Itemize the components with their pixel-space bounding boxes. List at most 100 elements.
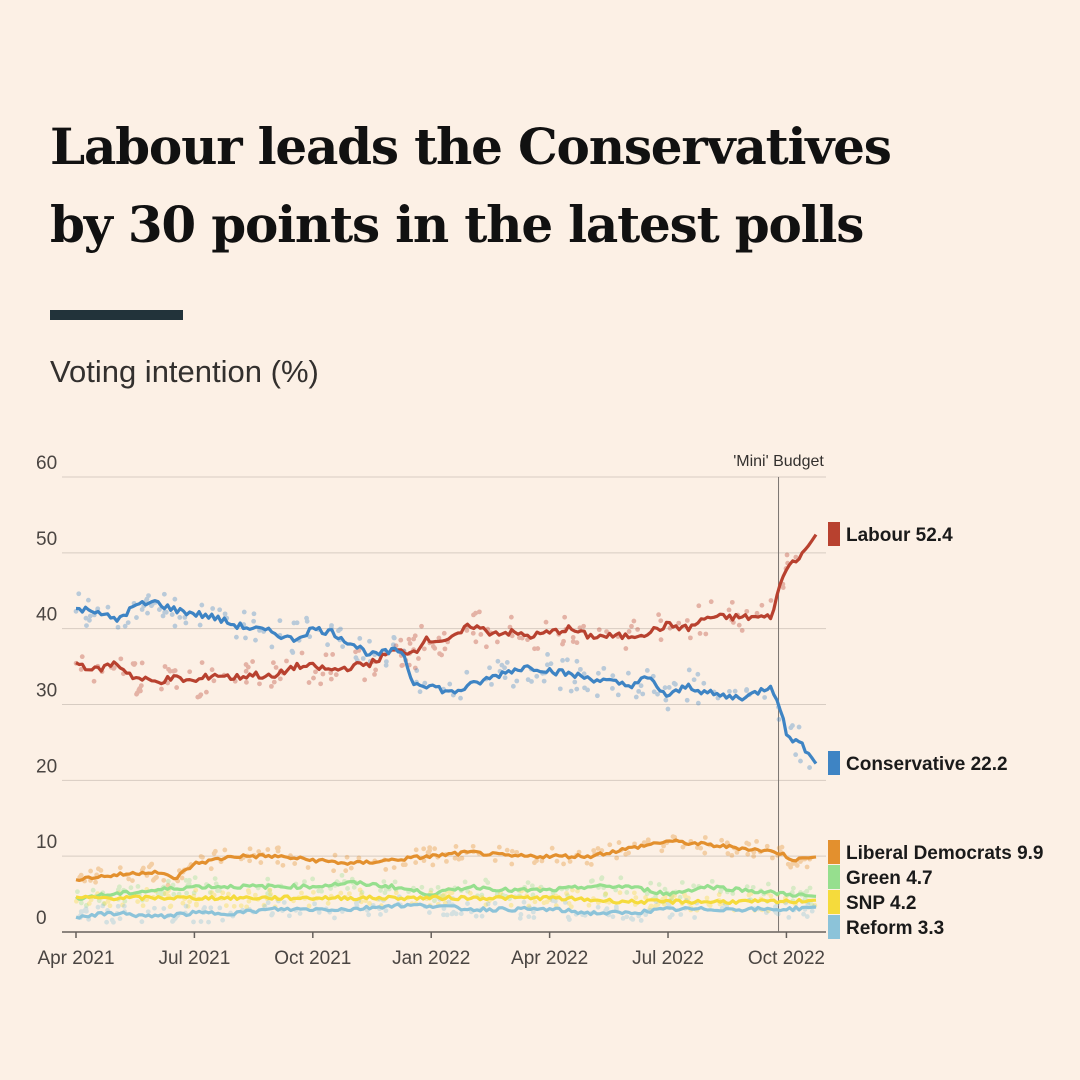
poll-dot [325,642,330,648]
poll-dot [672,681,678,687]
poll-dot [306,903,312,909]
headline-line-1: Labour leads the Conservatives [50,117,892,176]
poll-dot [759,602,765,608]
poll-dot [421,846,427,852]
poll-dot [378,912,383,917]
poll-dot [529,679,534,684]
legend-label-liberal-democrats: Liberal Democrats 9.9 [846,843,1043,864]
poll-dot [509,633,515,639]
poll-dot [172,668,178,673]
poll-dot [162,891,168,897]
poll-dot [407,641,413,646]
poll-dot [184,890,189,896]
poll-dot [191,919,196,925]
poll-dot [744,840,750,846]
poll-dot [348,865,354,871]
poll-dot [183,620,189,626]
poll-dot [441,630,447,636]
poll-dot [476,609,482,615]
poll-dot [252,892,258,898]
poll-dot [793,554,799,560]
poll-dot [495,658,501,664]
poll-dot [577,666,583,672]
poll-dot [223,903,229,909]
legend-swatch-conservative [828,751,840,775]
poll-dot [518,912,524,917]
poll-dot [607,842,613,848]
poll-dot [163,890,169,896]
poll-dot [165,882,171,888]
poll-dot [180,900,186,906]
poll-dot [430,644,436,649]
poll-dot [217,905,223,911]
poll-dot [514,678,520,684]
poll-dot [439,652,444,658]
poll-dot [391,635,397,641]
poll-dot [414,668,420,673]
poll-dot [197,622,203,628]
poll-dot [222,611,228,617]
poll-dot [290,650,296,655]
poll-dot [165,878,171,884]
poll-dot [631,618,637,624]
poll-dot [201,906,207,912]
poll-dot [427,845,433,850]
poll-dot [269,644,275,650]
poll-dot [658,618,664,624]
poll-dot [703,631,709,637]
poll-dot [788,864,794,870]
poll-dot [604,906,610,912]
poll-dot [614,855,620,861]
poll-dot [793,752,799,758]
poll-dot [684,697,690,703]
poll-dot [594,693,600,699]
poll-dot [779,844,785,850]
poll-dot [479,892,485,898]
poll-dot [366,912,372,918]
poll-dot [709,878,715,884]
poll-dot [655,902,661,907]
poll-dot [244,679,249,685]
poll-dot [193,887,199,893]
poll-dot [211,851,217,856]
poll-dot [432,846,438,852]
poll-dot [262,903,268,909]
poll-dot [441,912,446,918]
poll-dot [318,681,324,687]
poll-dot [566,917,572,922]
poll-dot [95,904,101,910]
poll-dot [492,858,498,863]
poll-dot [101,901,107,907]
poll-dot [135,884,141,889]
poll-dot [680,844,686,850]
poll-dot [117,865,123,871]
poll-dot [299,650,305,656]
poll-dot [764,843,770,849]
poll-dot [198,854,204,859]
poll-dot [98,868,104,873]
poll-dot [804,864,810,870]
poll-dot [162,609,168,615]
poll-dot [231,903,237,909]
poll-dot [487,665,492,671]
headline: Labour leads the Conservatives by 30 poi… [50,108,1030,264]
poll-dot [708,599,714,605]
poll-dot [444,858,449,864]
poll-dot [695,671,701,677]
legend-swatch-liberal-democrats [828,840,840,864]
poll-dot [222,847,228,853]
poll-dot [275,848,281,854]
x-tick-label-2: Oct 2021 [274,948,351,969]
poll-dot [400,662,405,668]
x-tick-label-1: Jul 2021 [158,948,230,969]
legend-label-conservative: Conservative 22.2 [846,754,1008,775]
poll-dot [696,603,702,609]
poll-dot [744,608,750,614]
poll-dot [166,666,171,672]
poll-dot [704,895,710,901]
poll-dot [651,689,657,695]
poll-dot [226,891,231,897]
poll-dot [695,845,700,851]
poll-dot [440,893,446,899]
poll-dot [775,911,781,917]
